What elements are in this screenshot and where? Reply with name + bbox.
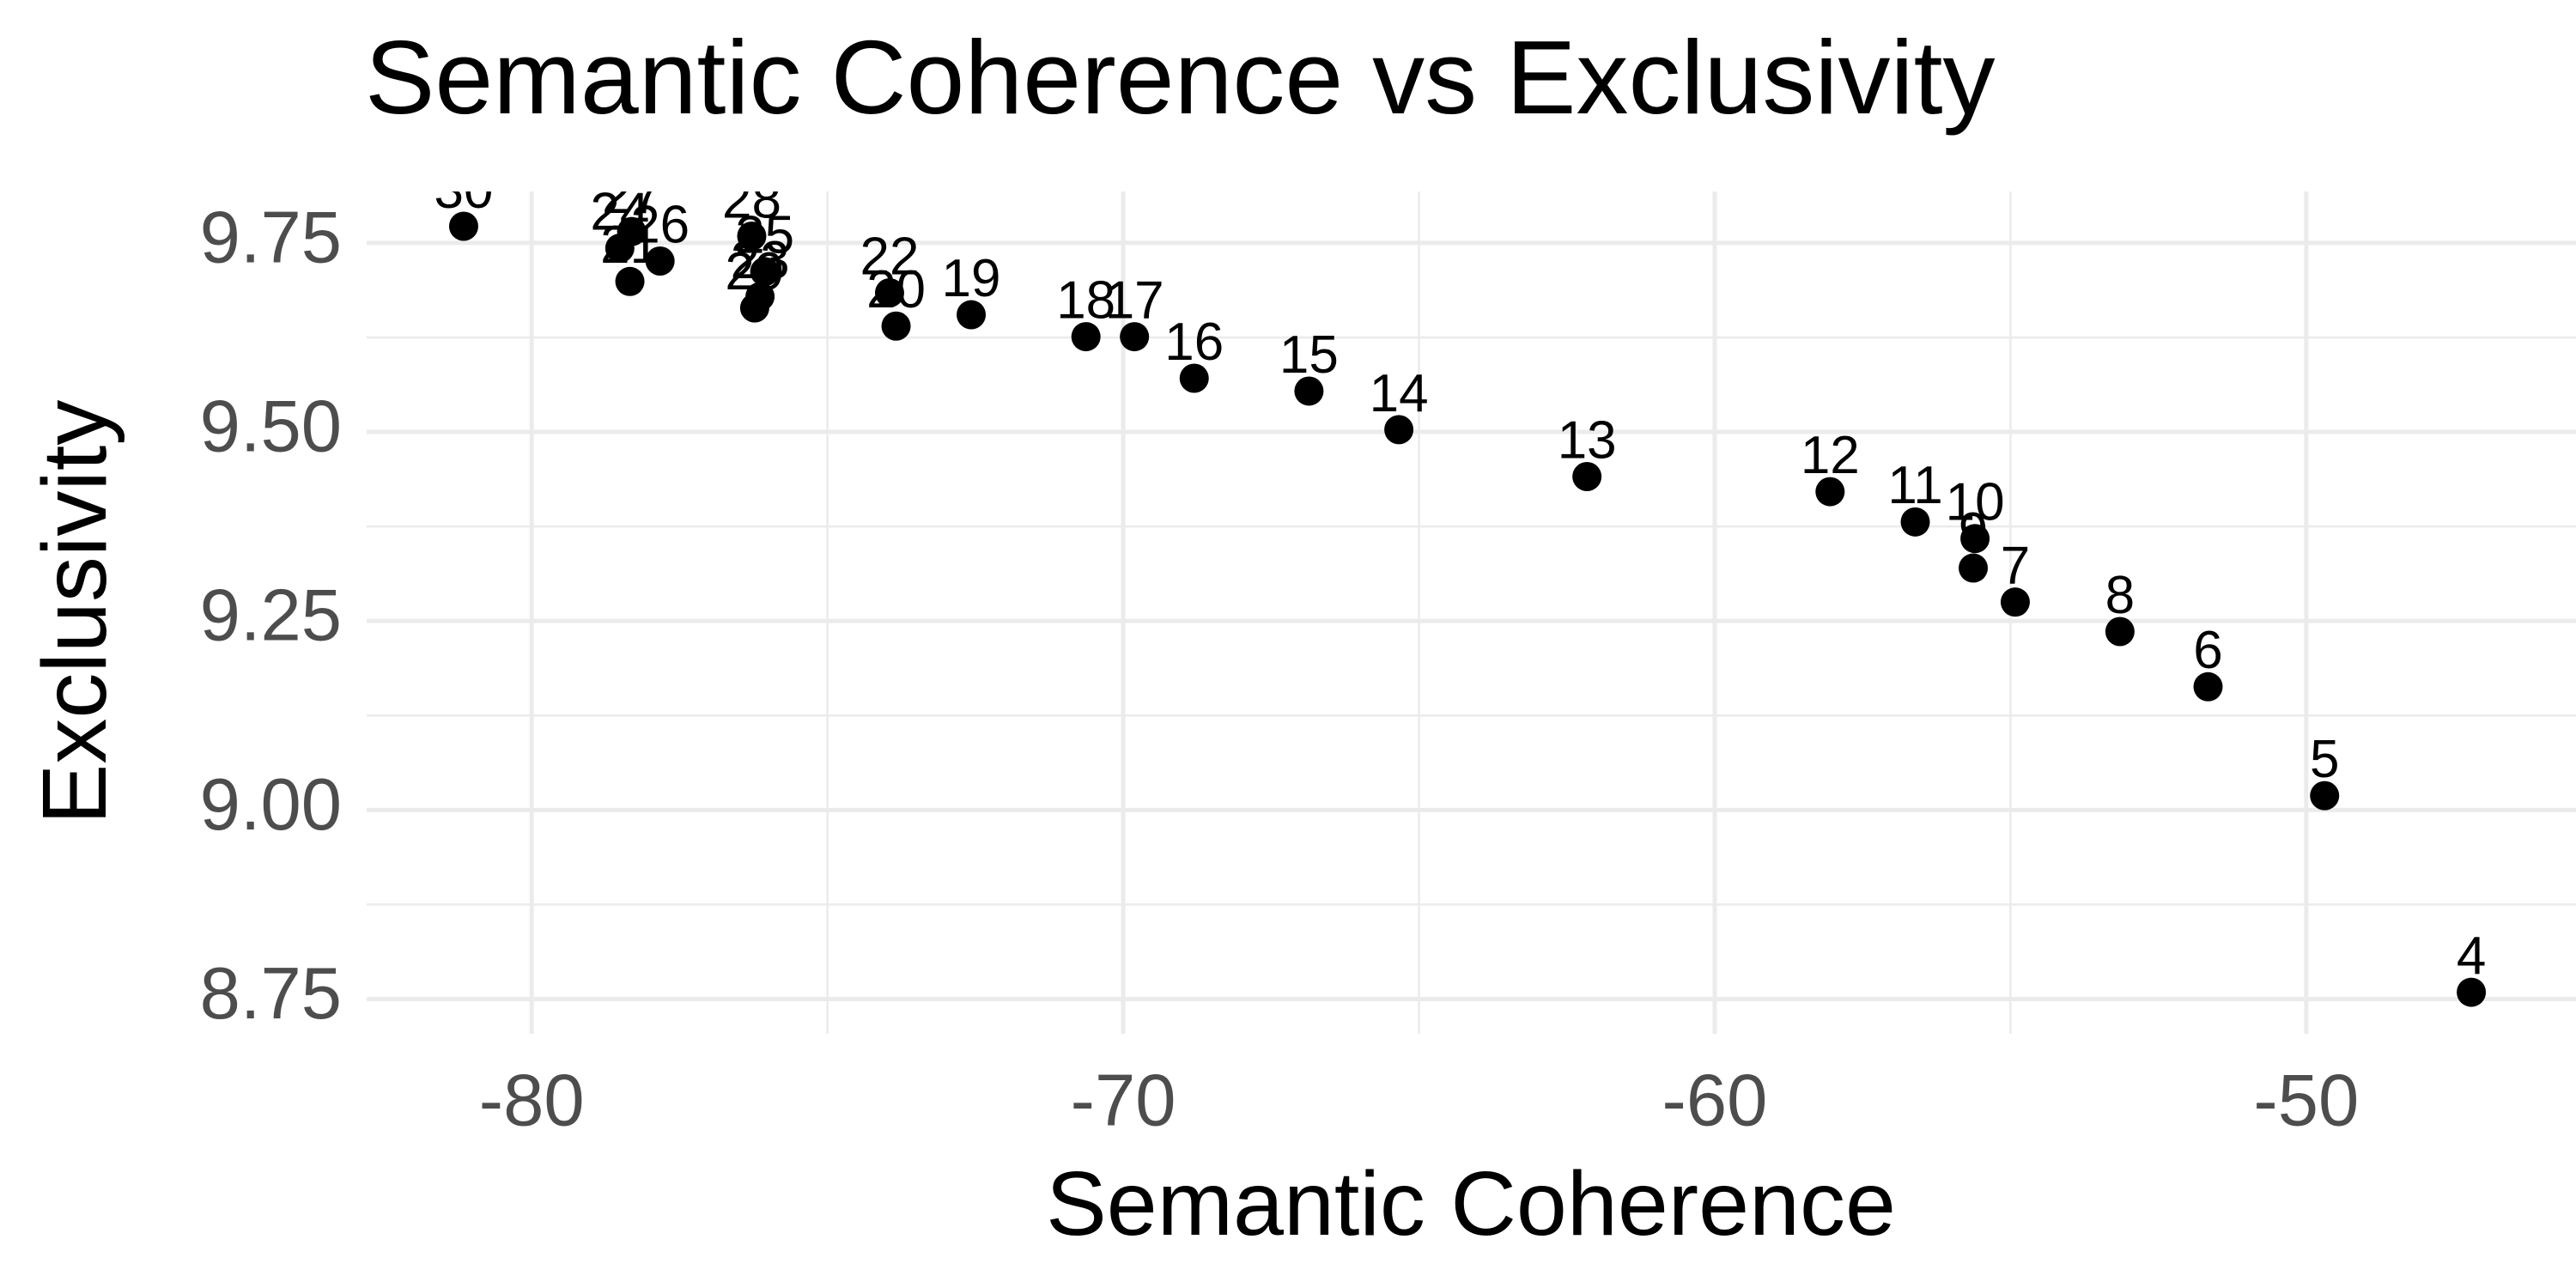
point bbox=[615, 266, 645, 296]
x-tick-label: -50 bbox=[2253, 1060, 2359, 1141]
point-label: 16 bbox=[1164, 313, 1224, 372]
point bbox=[2310, 781, 2340, 811]
x-tick-label: -80 bbox=[479, 1060, 585, 1141]
point bbox=[1959, 553, 1989, 583]
y-tick-label: 8.75 bbox=[200, 953, 342, 1035]
point bbox=[1384, 415, 1414, 445]
point-label: 29 bbox=[725, 242, 784, 301]
point bbox=[1815, 477, 1845, 507]
point bbox=[1572, 461, 1602, 491]
point bbox=[957, 300, 987, 330]
x-axis-label: Semantic Coherence bbox=[1046, 1153, 1896, 1255]
point bbox=[2105, 617, 2135, 647]
point bbox=[750, 257, 780, 287]
y-tick-label: 9.00 bbox=[200, 764, 342, 846]
point bbox=[1900, 507, 1930, 537]
point-label: 8 bbox=[2105, 566, 2135, 625]
point-label: 5 bbox=[2310, 730, 2339, 789]
point bbox=[881, 311, 911, 341]
point bbox=[1294, 376, 1324, 406]
point-label: 14 bbox=[1370, 364, 1429, 423]
point bbox=[874, 278, 904, 308]
point bbox=[1179, 363, 1209, 393]
chart-title: Semantic Coherence vs Exclusivity bbox=[365, 19, 1996, 136]
point bbox=[2457, 977, 2487, 1007]
point bbox=[2000, 587, 2030, 617]
point-label: 7 bbox=[2001, 537, 2030, 596]
x-tick-label: -60 bbox=[1662, 1060, 1768, 1141]
y-tick-label: 9.25 bbox=[200, 575, 342, 657]
plot-panel: 4567891011121314151617181920212223242526… bbox=[434, 161, 2487, 1007]
point bbox=[2193, 671, 2223, 702]
grid bbox=[367, 191, 2576, 1034]
point bbox=[737, 221, 767, 251]
point-label: 11 bbox=[1887, 456, 1942, 515]
y-tick-label: 9.75 bbox=[200, 197, 342, 278]
point-label: 18 bbox=[1056, 270, 1115, 330]
point bbox=[1071, 322, 1101, 352]
point-label: 28 bbox=[722, 170, 781, 229]
y-axis-label: Exclusivity bbox=[24, 400, 125, 825]
point-label: 12 bbox=[1801, 426, 1860, 485]
point bbox=[739, 293, 769, 323]
point-label: 22 bbox=[860, 227, 919, 286]
x-tick-label: -70 bbox=[1071, 1060, 1176, 1141]
point-label: 6 bbox=[2193, 621, 2222, 680]
point-label: 17 bbox=[1105, 270, 1164, 330]
point-label: 4 bbox=[2457, 927, 2486, 986]
point bbox=[448, 211, 478, 241]
point-label: 27 bbox=[602, 166, 661, 225]
point-label: 19 bbox=[942, 249, 1001, 308]
point-label: 15 bbox=[1279, 325, 1339, 385]
point bbox=[1120, 322, 1150, 352]
point bbox=[617, 216, 647, 246]
point-label: 10 bbox=[1946, 473, 2005, 532]
point-label: 13 bbox=[1558, 410, 1617, 470]
y-tick-label: 9.50 bbox=[200, 386, 342, 467]
point bbox=[645, 246, 675, 276]
point-label: 30 bbox=[434, 161, 493, 220]
point bbox=[1960, 524, 1990, 554]
